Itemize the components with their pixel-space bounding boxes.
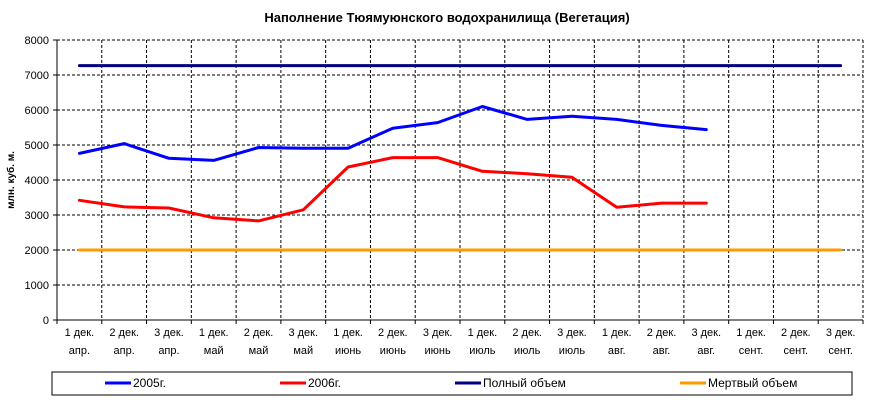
x-tick-month: апр. [158,345,179,357]
x-tick-label: 3 дек. июль [557,327,587,357]
y-tick-label: 5000 [25,140,49,152]
x-tick-labels: 1 дек. апр.2 дек. апр.3 дек. апр.1 дек. май2… [65,327,856,357]
x-tick-month: июль [469,345,496,357]
x-tick-label: 3 дек. авг. [691,327,721,357]
x-tick-decade: 1 дек. [468,327,498,339]
x-tick-month: авг. [697,345,715,357]
x-tick-decade: 2 дек. [378,327,408,339]
legend-label: Мертвый объем [708,376,797,390]
x-tick-label: 3 дек. сент. [826,327,856,357]
x-tick-label: 2 дек. июль [512,327,542,357]
x-tick-month: апр. [69,345,90,357]
x-tick-month: июль [514,345,541,357]
x-tick-decade: 3 дек. [557,327,587,339]
legend-label: 2005г. [133,376,166,390]
y-tick-label: 2000 [25,245,49,257]
y-tick-label: 7000 [25,70,49,82]
x-tick-decade: 2 дек. [647,327,677,339]
x-tick-label: 2 дек. сент. [781,327,811,357]
y-tick-label: 4000 [25,175,49,187]
x-tick-month: сент. [828,345,853,357]
y-tick-label: 8000 [25,35,49,47]
y-tick-label: 6000 [25,105,49,117]
x-tick-decade: 2 дек. [244,327,274,339]
x-tick-decade: 2 дек. [109,327,139,339]
x-tick-label: 2 дек. июнь [378,327,408,357]
x-tick-decade: 3 дек. [154,327,184,339]
x-tick-decade: 1 дек. [602,327,632,339]
x-tick-month: авг. [653,345,671,357]
x-tick-month: сент. [739,345,764,357]
legend-box [51,371,853,396]
legend: 2005г. 2006г. Полный объем Мертвый объем [51,371,853,396]
x-tick-decade: 1 дек. [65,327,95,339]
x-tick-decade: 3 дек. [826,327,856,339]
x-tick-decade: 1 дек. [333,327,363,339]
series-line-1 [77,156,708,223]
x-tick-label: 2 дек. май [244,327,274,357]
x-tick-decade: 1 дек. [736,327,766,339]
x-tick-month: сент. [784,345,809,357]
y-axis-label: млн. куб. м. [5,151,17,209]
x-tick-decade: 1 дек. [199,327,229,339]
x-tick-label: 1 дек. авг. [602,327,632,357]
x-tick-label: 1 дек. апр. [65,327,95,357]
x-tick-month: май [293,345,313,357]
x-tick-month: май [249,345,269,357]
axes [53,39,864,324]
x-tick-decade: 2 дек. [512,327,542,339]
x-tick-label: 2 дек. апр. [109,327,139,357]
series-lines [77,64,843,252]
chart-title: Наполнение Тюямуюнского водохранилища (В… [264,10,629,25]
x-tick-month: июнь [380,345,406,357]
x-tick-label: 3 дек. апр. [154,327,184,357]
y-tick-labels: 0 1000 2000 3000 4000 5000 6000 7000 8000 [25,35,49,327]
y-tick-label: 1000 [25,280,49,292]
x-tick-label: 2 дек. авг. [647,327,677,357]
x-tick-month: июнь [335,345,361,357]
legend-label: 2006г. [308,376,341,390]
series-line-0 [77,105,708,162]
x-tick-month: июнь [425,345,451,357]
grid [57,39,864,320]
x-tick-month: июль [559,345,586,357]
x-tick-decade: 3 дек. [691,327,721,339]
x-tick-label: 1 дек. май [199,327,229,357]
x-tick-decade: 2 дек. [781,327,811,339]
x-tick-label: 1 дек. июнь [333,327,363,357]
x-tick-decade: 3 дек. [288,327,318,339]
y-tick-label: 0 [43,315,49,327]
y-tick-label: 3000 [25,210,49,222]
x-tick-month: май [204,345,224,357]
x-tick-label: 3 дек. июнь [423,327,453,357]
x-tick-month: апр. [114,345,135,357]
x-tick-label: 3 дек. май [288,327,318,357]
legend-label: Полный объем [483,376,566,390]
x-tick-month: авг. [608,345,626,357]
x-tick-label: 1 дек. сент. [736,327,766,357]
x-tick-decade: 3 дек. [423,327,453,339]
x-tick-label: 1 дек. июль [468,327,498,357]
